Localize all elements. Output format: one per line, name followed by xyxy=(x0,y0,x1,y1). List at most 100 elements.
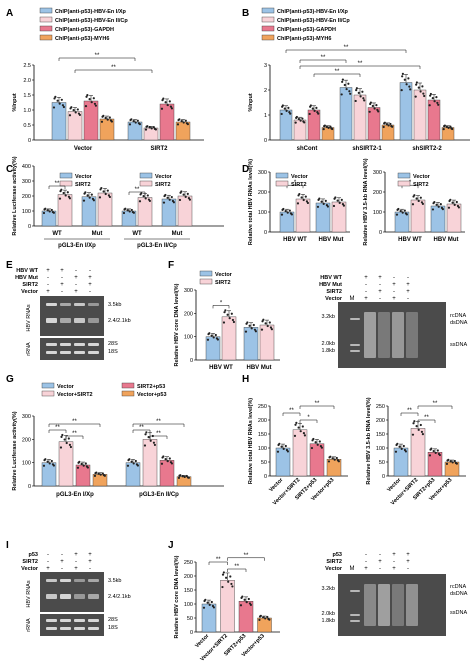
data-point xyxy=(357,91,360,94)
band-size-label: 28S xyxy=(108,341,118,347)
gel-band xyxy=(46,619,57,622)
data-point xyxy=(54,95,57,98)
data-point xyxy=(99,473,102,476)
gel-band xyxy=(392,584,404,626)
data-point xyxy=(295,421,298,424)
gel-band xyxy=(74,594,85,599)
data-point xyxy=(419,90,422,93)
data-point xyxy=(52,106,56,109)
data-point xyxy=(403,209,406,212)
significance-bracket xyxy=(282,412,301,416)
legend-swatch xyxy=(199,270,213,277)
gel-band xyxy=(350,614,360,616)
data-point xyxy=(286,450,289,453)
gel-band xyxy=(74,619,85,622)
data-point xyxy=(453,459,456,463)
data-point xyxy=(48,210,51,213)
data-point xyxy=(60,188,63,191)
gel-side-label: rRNA xyxy=(26,342,32,356)
data-point xyxy=(90,193,93,196)
data-point xyxy=(222,321,226,324)
y-tick-label: 2 xyxy=(264,88,267,94)
gel-band xyxy=(378,584,390,626)
data-point xyxy=(280,213,284,216)
data-point xyxy=(447,206,451,209)
data-point xyxy=(84,462,87,465)
gel-lane-mark: - xyxy=(61,275,63,281)
gel-row-label: Vector xyxy=(325,566,343,572)
band-label: rcDNA xyxy=(450,313,467,319)
significance-bracket xyxy=(400,412,419,416)
data-point xyxy=(343,83,346,87)
data-point xyxy=(106,189,109,192)
gel-band xyxy=(350,344,360,346)
data-point xyxy=(210,600,213,604)
data-point xyxy=(177,476,181,479)
data-point xyxy=(396,442,399,445)
data-point xyxy=(327,126,330,129)
data-point xyxy=(212,606,215,609)
data-point xyxy=(283,107,286,110)
data-point xyxy=(299,430,302,433)
gel-band xyxy=(46,594,57,599)
data-point xyxy=(434,451,437,455)
band-label: dsDNA xyxy=(450,320,468,326)
group-label: pGL3-En II/Cp xyxy=(137,243,177,249)
y-tick-label: 300 xyxy=(22,179,31,185)
legend-swatch xyxy=(139,172,153,179)
data-point xyxy=(214,333,217,337)
y-tick-label: 3 xyxy=(264,63,267,69)
significance-label: ** xyxy=(111,65,116,71)
data-point xyxy=(282,447,285,450)
significance-label: ** xyxy=(407,408,412,414)
legend-swatch xyxy=(121,390,135,397)
panel-letter: J xyxy=(168,540,174,551)
data-point xyxy=(108,116,111,119)
data-point xyxy=(94,104,97,107)
data-point xyxy=(262,616,265,619)
panel-letter: G xyxy=(6,374,14,385)
data-point xyxy=(415,197,418,200)
legend-label: ChIP(anti-p53)-GAPDH xyxy=(55,27,114,33)
data-point xyxy=(181,475,184,478)
data-point xyxy=(182,121,185,124)
y-tick-label: 200 xyxy=(184,311,193,317)
data-point xyxy=(436,101,439,104)
legend-swatch xyxy=(261,7,275,14)
data-point xyxy=(102,114,105,117)
gel-band xyxy=(60,594,71,599)
x-category-label: shSIRT2-1 xyxy=(352,146,382,152)
data-point xyxy=(126,209,129,212)
y-tick-label: 50 xyxy=(379,460,385,466)
significance-bracket xyxy=(208,561,228,565)
y-tick-label: 100 xyxy=(376,446,385,452)
gel-lane-mark: - xyxy=(47,282,49,288)
data-point xyxy=(327,460,331,463)
data-point xyxy=(95,471,98,474)
gel-band xyxy=(60,351,71,354)
gel-lane-mark: - xyxy=(89,566,91,572)
data-point xyxy=(104,192,107,196)
legend-swatch xyxy=(275,172,289,179)
data-point xyxy=(413,420,416,423)
data-point xyxy=(50,459,53,463)
data-point xyxy=(331,457,334,460)
gel-side-label: HBV RNAs xyxy=(26,580,32,607)
y-tick-label: 0 xyxy=(264,474,267,480)
y-tick-label: 1.0 xyxy=(23,108,31,114)
data-point xyxy=(383,121,386,124)
significance-bracket xyxy=(299,405,335,409)
data-point xyxy=(182,193,185,196)
significance-label: ** xyxy=(135,187,140,193)
data-point xyxy=(63,438,66,441)
y-tick-label: 300 xyxy=(373,170,382,176)
data-point xyxy=(304,195,307,198)
gel-lane-mark: + xyxy=(74,566,78,572)
y-tick-label: 250 xyxy=(258,404,267,410)
data-point xyxy=(297,117,300,121)
legend-label: Vector xyxy=(155,174,173,180)
gel-lane-mark: - xyxy=(365,552,367,558)
significance-bracket xyxy=(417,405,453,409)
gel-lane-mark: - xyxy=(75,559,77,565)
data-point xyxy=(320,200,323,203)
